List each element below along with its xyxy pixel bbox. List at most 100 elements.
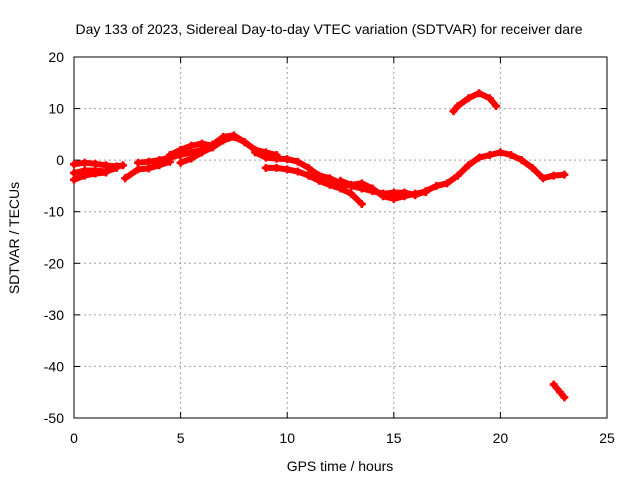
y-tick-label: -10: [44, 204, 64, 220]
data-point: [453, 171, 462, 180]
data-point: [507, 150, 516, 159]
data-point: [368, 184, 377, 193]
data-point: [119, 161, 128, 170]
data-point: [464, 161, 473, 170]
y-tick-label: -50: [44, 410, 64, 426]
data-point: [144, 164, 153, 173]
data-point: [272, 154, 281, 163]
data-point: [389, 194, 398, 203]
data-point: [229, 131, 238, 140]
data-point: [325, 174, 334, 183]
data-point: [112, 163, 121, 172]
data-point: [492, 101, 501, 110]
series-arc-l: [449, 89, 501, 116]
y-tick-label: 10: [48, 101, 64, 117]
data-point: [165, 150, 174, 159]
data-point: [197, 139, 206, 148]
data-point: [560, 170, 569, 179]
data-point: [336, 176, 345, 185]
data-point: [293, 157, 302, 166]
x-tick-label: 25: [599, 430, 615, 446]
x-axis: 0 5 10 15 20 25: [70, 430, 615, 446]
data-point: [432, 181, 441, 190]
x-tick-label: 5: [177, 430, 185, 446]
data-point: [485, 150, 494, 159]
data-point: [133, 158, 142, 167]
data-point: [101, 167, 110, 176]
y-tick-label: -20: [44, 255, 64, 271]
data-point: [449, 107, 458, 116]
x-tick-label: 20: [493, 430, 509, 446]
data-point: [549, 380, 558, 389]
data-point: [357, 199, 366, 208]
data-point: [517, 156, 526, 165]
data-point: [528, 163, 537, 172]
series-arc-m: [549, 380, 569, 402]
data-point: [304, 171, 313, 180]
data-point: [283, 155, 292, 164]
data-point: [70, 169, 78, 178]
data-point: [80, 166, 89, 175]
chart-title: Day 133 of 2023, Sidereal Day-to-day VTE…: [75, 21, 582, 37]
data-point: [91, 159, 100, 168]
series-arc-k: [336, 176, 430, 203]
data-point: [187, 154, 196, 163]
y-tick-label: 0: [56, 152, 64, 168]
x-tick-label: 15: [386, 430, 402, 446]
series-arc-j: [261, 163, 366, 208]
data-point: [240, 138, 249, 147]
series-trace: [262, 164, 365, 207]
data-point: [261, 163, 270, 172]
data-point: [80, 158, 89, 167]
data-points: [70, 89, 569, 402]
data-point: [325, 180, 334, 189]
data-point: [443, 179, 452, 188]
data-point: [70, 160, 78, 169]
plot-frame: [73, 56, 608, 419]
data-point: [357, 179, 366, 188]
data-point: [251, 148, 260, 157]
series-arc-c: [70, 163, 121, 178]
data-point: [475, 153, 484, 162]
data-point: [411, 189, 420, 198]
data-point: [464, 94, 473, 103]
x-tick-label: 0: [70, 430, 78, 446]
data-point: [208, 140, 217, 149]
y-tick-label: -40: [44, 358, 64, 374]
y-tick-label: -30: [44, 307, 64, 323]
data-point: [347, 189, 356, 198]
data-point: [549, 171, 558, 180]
data-point: [272, 163, 281, 172]
data-point: [453, 101, 462, 110]
x-axis-label: GPS time / hours: [287, 458, 394, 474]
data-point: [485, 94, 494, 103]
data-point: [133, 165, 142, 174]
data-point: [475, 89, 484, 98]
data-point: [539, 174, 548, 183]
data-point: [556, 388, 565, 397]
data-point: [91, 166, 100, 175]
data-point: [261, 153, 270, 162]
data-point: [121, 174, 130, 183]
data-point: [187, 141, 196, 150]
data-point: [176, 145, 185, 154]
data-point: [560, 393, 569, 402]
x-tick-label: 10: [279, 430, 295, 446]
y-axis: 20 10 0 -10 -20 -30 -40 -50: [44, 49, 64, 426]
y-tick-label: 20: [48, 49, 64, 65]
data-point: [496, 148, 505, 157]
data-point: [144, 157, 153, 166]
data-point: [336, 184, 345, 193]
y-axis-label: SDTVAR / TECUs: [6, 182, 22, 294]
axis-ticks: [73, 56, 608, 419]
data-point: [304, 163, 313, 172]
data-point: [293, 167, 302, 176]
data-point: [379, 192, 388, 201]
data-point: [176, 158, 185, 167]
data-point: [347, 180, 356, 189]
data-point: [283, 165, 292, 174]
data-point: [70, 175, 78, 184]
data-point: [155, 156, 164, 165]
data-point: [197, 148, 206, 157]
